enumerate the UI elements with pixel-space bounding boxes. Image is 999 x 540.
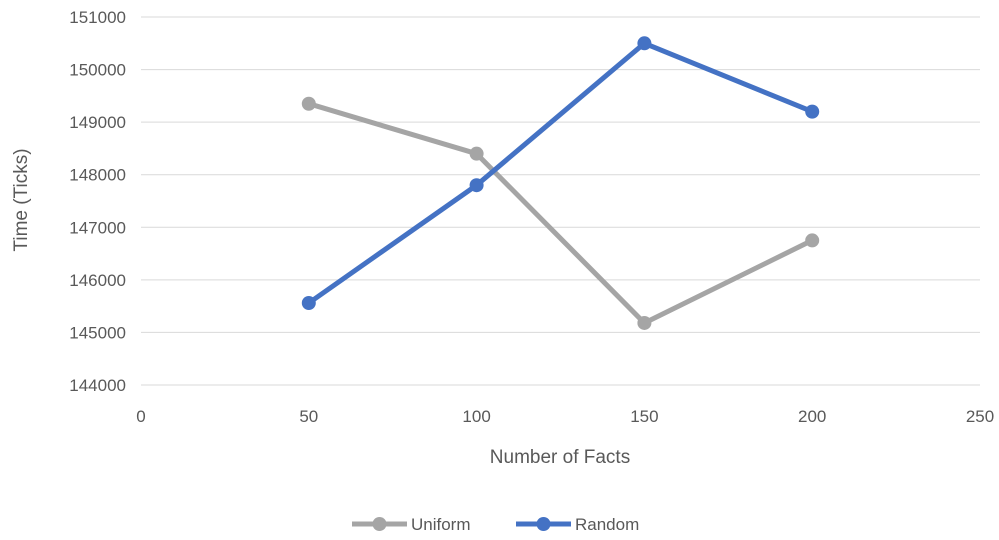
data-point-random <box>469 178 484 193</box>
series-line-uniform <box>306 101 815 326</box>
x-tick-label: 100 <box>462 407 490 426</box>
y-tick-label: 145000 <box>69 323 126 342</box>
data-point-random <box>301 295 316 310</box>
data-point-uniform <box>805 233 820 248</box>
y-axis-ticks: 144000 145000 146000 147000 148000 149000 1500… <box>69 8 126 395</box>
legend: Uniform Random <box>352 515 639 534</box>
x-tick-label: 50 <box>299 407 318 426</box>
gridlines <box>141 16 980 386</box>
x-tick-label: 150 <box>630 407 658 426</box>
x-tick-label: 200 <box>798 407 826 426</box>
x-tick-label: 250 <box>966 407 994 426</box>
series-lines <box>301 36 820 330</box>
y-tick-label: 148000 <box>69 166 126 185</box>
data-point-uniform <box>301 96 316 111</box>
legend-label-random: Random <box>575 515 639 534</box>
y-axis-title: Time (Ticks) <box>11 148 32 251</box>
legend-marker-random <box>536 517 551 531</box>
y-tick-label: 149000 <box>69 113 126 132</box>
legend-marker-uniform <box>372 517 387 531</box>
x-axis-title: Number of Facts <box>490 447 630 468</box>
legend-label-uniform: Uniform <box>411 515 471 534</box>
y-tick-label: 144000 <box>69 376 126 395</box>
data-point-random <box>805 104 820 119</box>
data-point-uniform <box>637 315 652 330</box>
y-tick-label: 146000 <box>69 271 126 290</box>
y-tick-label: 151000 <box>69 8 126 27</box>
data-point-random <box>637 36 652 51</box>
x-tick-label: 0 <box>136 407 145 426</box>
data-point-uniform <box>469 146 484 161</box>
y-tick-label: 150000 <box>69 61 126 80</box>
x-axis-ticks: 0 50 100 150 200 250 <box>136 407 994 426</box>
series-line-random <box>306 40 815 306</box>
y-tick-label: 147000 <box>69 218 126 237</box>
